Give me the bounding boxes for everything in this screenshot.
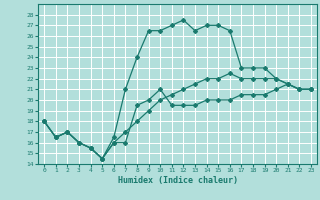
X-axis label: Humidex (Indice chaleur): Humidex (Indice chaleur) [118, 176, 238, 185]
